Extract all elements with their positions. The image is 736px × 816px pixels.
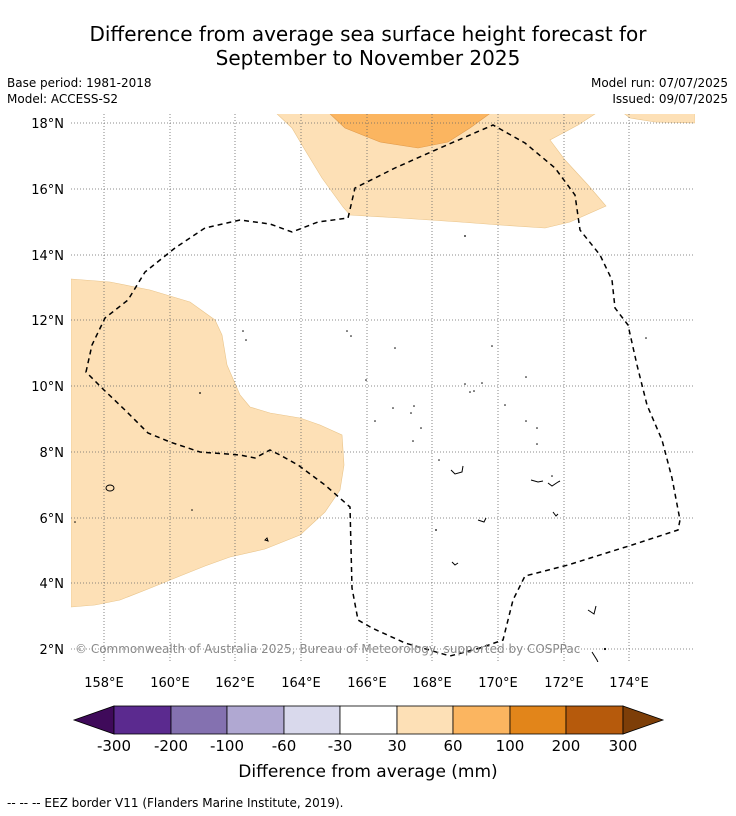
colorbar-segment xyxy=(170,705,228,735)
title-line-1: Difference from average sea surface heig… xyxy=(89,22,647,46)
colorbar-tick-label: 60 xyxy=(443,737,462,755)
colorbar xyxy=(72,705,665,735)
colorbar-segment xyxy=(509,705,567,735)
colorbar-segment xyxy=(226,705,285,735)
meta-left: Base period: 1981-2018 Model: ACCESS-S2 xyxy=(7,75,152,107)
anomaly-region-west xyxy=(71,278,345,608)
lat-label: 16°N xyxy=(31,183,64,198)
colorbar-segment xyxy=(339,705,398,735)
lat-label: 10°N xyxy=(31,380,64,395)
lat-label: 4°N xyxy=(40,577,65,592)
model-run-text: Model run: 07/07/2025 xyxy=(590,76,728,90)
lat-label: 2°N xyxy=(40,643,65,658)
lat-label: 8°N xyxy=(40,446,65,461)
colorbar-tick-label: -100 xyxy=(210,737,244,755)
lon-label: 170°E xyxy=(478,676,518,691)
colorbar-tick-label: -60 xyxy=(272,737,297,755)
copyright-text: © Commonwealth of Australia 2025, Bureau… xyxy=(75,642,580,656)
colorbar-segment xyxy=(283,705,341,735)
lat-labels: 18°N 16°N 14°N 12°N 10°N 8°N 6°N 4°N 2°N xyxy=(31,117,64,658)
model-text: Model: ACCESS-S2 xyxy=(7,92,119,106)
lon-label: 160°E xyxy=(150,676,190,691)
lat-label: 6°N xyxy=(40,512,65,527)
gridlines xyxy=(71,114,695,662)
colorbar-tick-label: 100 xyxy=(496,737,525,755)
lat-label: 18°N xyxy=(31,117,64,132)
eez-legend-note: -- -- -- EEZ border V11 (Flanders Marine… xyxy=(7,796,344,810)
lon-label: 158°E xyxy=(84,676,124,691)
issued-text: Issued: 09/07/2025 xyxy=(612,92,728,106)
eez-border xyxy=(85,124,681,657)
lat-label: 14°N xyxy=(31,249,64,264)
colorbar-segment xyxy=(113,705,172,735)
colorbar-tick-label: 30 xyxy=(387,737,406,755)
colorbar-low-extend xyxy=(72,705,115,735)
colorbar-segment xyxy=(565,705,624,735)
colorbar-tick-label: -300 xyxy=(97,737,131,755)
lat-label: 12°N xyxy=(31,314,64,329)
title-line-2: September to November 2025 xyxy=(215,46,521,70)
colorbar-tick-label: 300 xyxy=(609,737,638,755)
colorbar-tick-label: -200 xyxy=(154,737,188,755)
lon-label: 172°E xyxy=(544,676,584,691)
colorbar-tick-label: 200 xyxy=(552,737,581,755)
colorbar-segment xyxy=(396,705,454,735)
lon-label: 166°E xyxy=(347,676,387,691)
anomaly-core-north xyxy=(329,114,490,149)
map-area: © Commonwealth of Australia 2025, Bureau… xyxy=(71,114,695,662)
lon-label: 174°E xyxy=(609,676,649,691)
anomaly-region-northeast xyxy=(624,114,695,124)
colorbar-tick-label: -30 xyxy=(328,737,353,755)
lon-labels: 158°E 160°E 162°E 164°E 166°E 168°E 170°… xyxy=(84,676,649,691)
island-outlines xyxy=(105,465,599,662)
colorbar-segment xyxy=(452,705,511,735)
lon-label: 162°E xyxy=(215,676,255,691)
meta-right: Model run: 07/07/2025 Issued: 09/07/2025 xyxy=(591,75,728,107)
lon-label: 168°E xyxy=(412,676,452,691)
island-dots xyxy=(74,235,647,651)
lon-label: 164°E xyxy=(281,676,321,691)
base-period-text: Base period: 1981-2018 xyxy=(7,76,152,90)
colorbar-high-extend xyxy=(622,705,665,735)
map-title: Difference from average sea surface heig… xyxy=(0,22,736,70)
colorbar-tick-labels: -300 -200 -100 -60 -30 30 60 100 200 300 xyxy=(97,737,637,755)
colorbar-label: Difference from average (mm) xyxy=(238,762,498,782)
